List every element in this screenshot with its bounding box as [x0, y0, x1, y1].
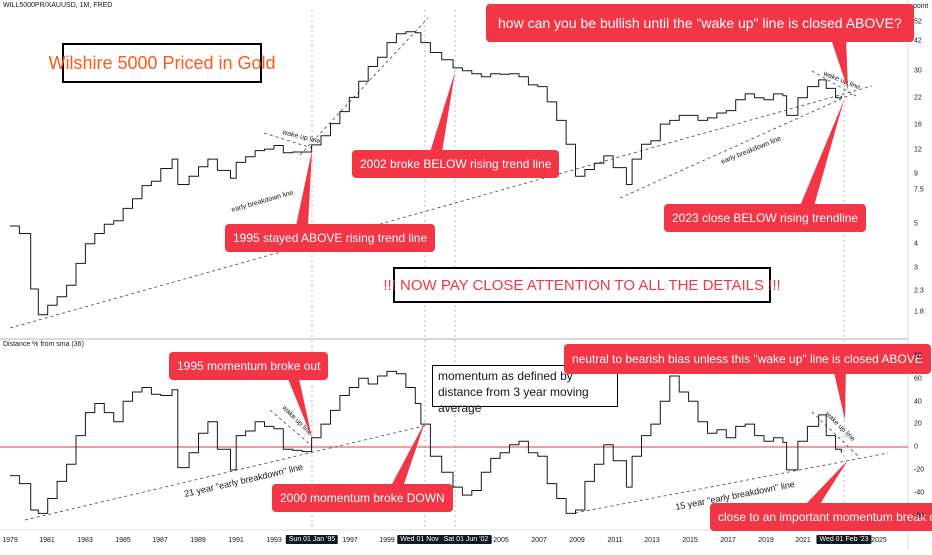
- trend-lines: [9, 17, 889, 521]
- price-scale-label: point: [913, 3, 929, 10]
- price-tick-22: 22: [914, 94, 922, 102]
- x-tick-1985: 1985: [115, 537, 131, 544]
- x-tick-1979: 1979: [2, 537, 18, 544]
- price-series-line: [10, 31, 842, 316]
- momentum-tick-0: 0: [914, 443, 918, 451]
- momentum-breakdown-15yr: [574, 452, 889, 514]
- attention-box: !!! NOW PAY CLOSE ATTENTION TO ALL THE D…: [383, 267, 781, 303]
- x-tick-2021: 2021: [795, 537, 811, 544]
- x-tick-1983: 1983: [77, 537, 93, 544]
- momentum-wake-up-2023: [811, 411, 859, 457]
- momentum-tick-neg60: -60: [914, 512, 925, 520]
- price-tick-5: 5: [914, 220, 918, 228]
- wake-up-line-1995: [263, 132, 313, 149]
- wake-up-label-1: wake up line: [281, 129, 322, 145]
- momentum-tick-neg20: -20: [914, 466, 925, 474]
- x-tick-1981: 1981: [39, 537, 55, 544]
- x-tick-nov-00: Wed 01 Nov '00: [397, 535, 453, 544]
- x-tick-2009: 2009: [569, 537, 585, 544]
- callout-momentum-breakdown: close to an important momentum break dow…: [710, 503, 932, 531]
- callout-neutral-bias: neutral to bearish bias unless this "wak…: [564, 344, 931, 374]
- x-tick-1997: 1997: [342, 537, 358, 544]
- price-tick-52: 52: [914, 18, 922, 26]
- pointer-close: [806, 460, 848, 504]
- price-tick-9: 9: [914, 170, 918, 178]
- pointer-2023: [800, 100, 844, 206]
- momentum-tick-60: 60: [914, 375, 922, 383]
- price-tick-3: 3: [914, 264, 918, 272]
- momentum-tick-20: 20: [914, 420, 922, 428]
- callout-1995-stayed-above: 1995 stayed ABOVE rising trend line: [225, 224, 436, 252]
- early-breakdown-label-1: early breakdown line: [231, 189, 295, 213]
- x-tick-jan-95: Sun 01 Jan '95: [285, 535, 339, 544]
- pointer-momentum-1995: [286, 374, 312, 438]
- pointer-neutral: [832, 364, 846, 420]
- x-tick-1987: 1987: [152, 537, 168, 544]
- callout-2002-broke-below: 2002 broke BELOW rising trend line: [352, 150, 560, 178]
- wake-up-line-2023: [811, 70, 857, 97]
- x-tick-2011: 2011: [607, 537, 623, 544]
- momentum-tick-neg40: -40: [914, 489, 925, 497]
- x-tick-1999: 1999: [379, 537, 395, 544]
- steep-trendline-1990s: [299, 17, 429, 156]
- momentum-tick-80: 80: [914, 352, 922, 360]
- x-tick-feb-23: Wed 01 Feb '23: [816, 535, 872, 544]
- price-tick-12: 12: [914, 146, 922, 154]
- symbol-header: WILL5000PR/XAUUSD, 1M, FRED: [3, 2, 113, 9]
- price-tick-7-5: 7.5: [914, 186, 924, 194]
- momentum-tick-40: 40: [914, 398, 922, 406]
- callout-2023-close-below: 2023 close BELOW rising trendline: [664, 204, 867, 232]
- long-rising-trendline: [9, 85, 873, 329]
- indicator-header: Distance % from sma (36): [3, 341, 84, 348]
- x-tick-2019: 2019: [758, 537, 774, 544]
- x-tick-1993: 1993: [266, 537, 282, 544]
- x-tick-2025: 2025: [871, 537, 887, 544]
- x-tick-2013: 2013: [644, 537, 660, 544]
- x-tick-1991: 1991: [228, 537, 244, 544]
- x-tick-2007: 2007: [531, 537, 547, 544]
- x-tick-2017: 2017: [720, 537, 736, 544]
- early-breakdown-line-2011: [619, 93, 853, 199]
- price-tick-4: 4: [914, 240, 918, 248]
- price-tick-30: 30: [914, 67, 922, 75]
- pointer-bullish: [830, 36, 848, 90]
- pointer-momentum-2000: [392, 422, 425, 484]
- x-tick-2005: 2005: [493, 537, 509, 544]
- x-tick-2015: 2015: [682, 537, 698, 544]
- callout-2000-momentum: 2000 momentum broke DOWN: [272, 484, 453, 512]
- series-layer: [10, 31, 842, 514]
- callout-bullish-question: how can you be bullish until the "wake u…: [486, 4, 914, 42]
- x-tick-jun-02: Sat 01 Jun '02: [440, 535, 492, 544]
- price-tick-2-3: 2.3: [914, 287, 924, 295]
- price-tick-1-8: 1.8: [914, 308, 924, 316]
- callout-pointers: [286, 36, 848, 504]
- x-tick-1989: 1989: [190, 537, 206, 544]
- pointer-2002: [430, 72, 455, 152]
- chart-title-box: Wilshire 5000 Priced in Gold: [48, 43, 276, 83]
- price-tick-42: 42: [914, 37, 922, 45]
- early-breakdown-label-2: early breakdown line: [720, 135, 782, 166]
- momentum-series-line: [10, 370, 842, 514]
- price-tick-16: 16: [914, 121, 922, 129]
- pointer-1995: [296, 150, 312, 226]
- callout-1995-momentum: 1995 momentum broke out: [169, 352, 329, 380]
